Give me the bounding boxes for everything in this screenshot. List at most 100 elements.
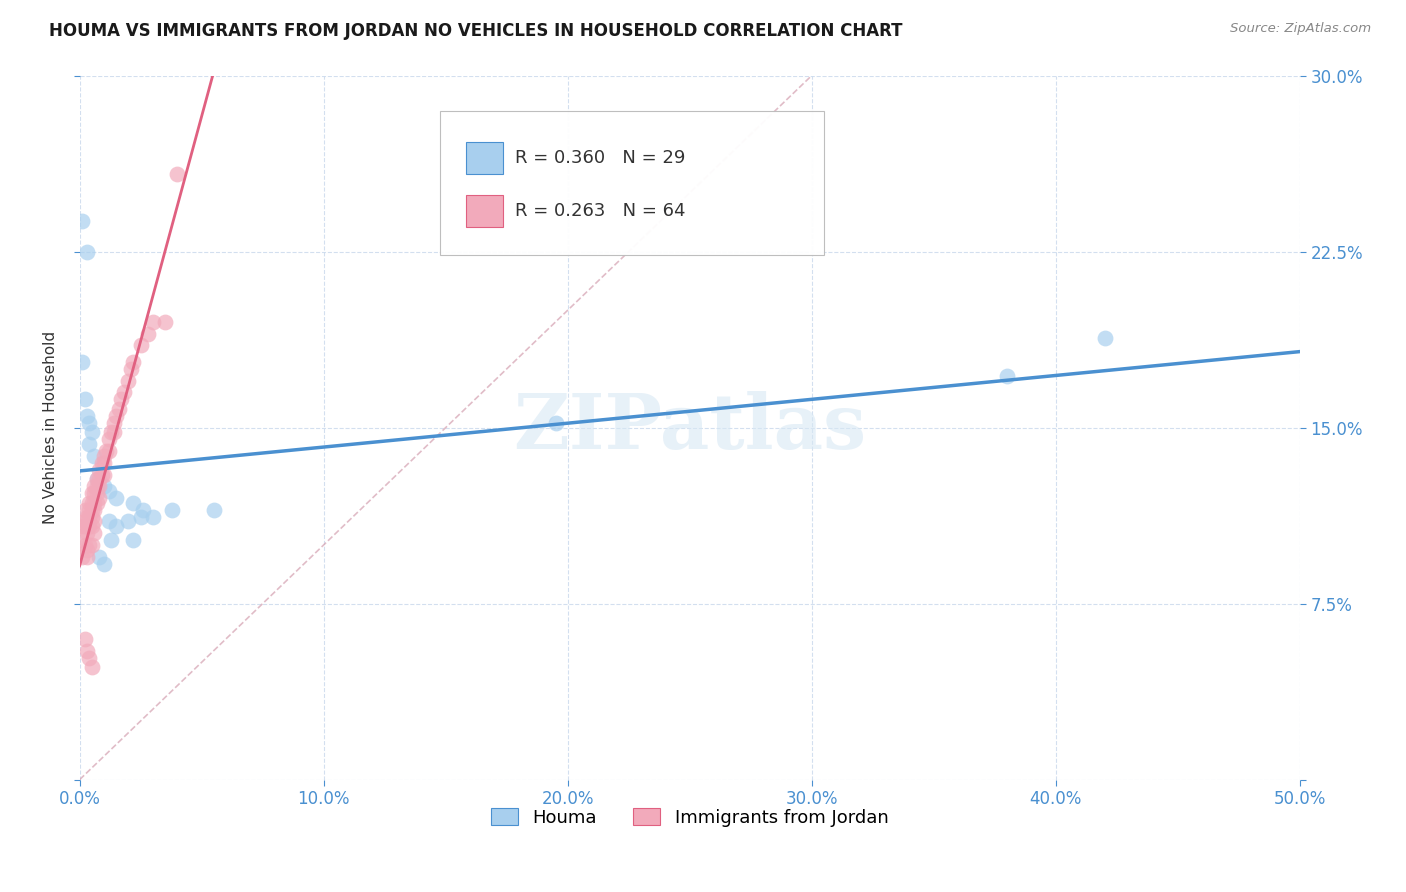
Point	[995, 368, 1018, 383]
Point	[73, 502, 96, 516]
Point	[83, 486, 105, 500]
FancyBboxPatch shape	[440, 111, 824, 255]
Point	[129, 509, 152, 524]
Point	[122, 355, 145, 369]
Point	[80, 486, 103, 500]
Point	[142, 509, 165, 524]
Point	[86, 472, 108, 486]
Point	[162, 502, 184, 516]
Text: HOUMA VS IMMIGRANTS FROM JORDAN NO VEHICLES IN HOUSEHOLD CORRELATION CHART: HOUMA VS IMMIGRANTS FROM JORDAN NO VEHIC…	[49, 22, 903, 40]
Point	[73, 392, 96, 407]
Point	[76, 244, 98, 259]
Point	[83, 526, 105, 541]
Text: Source: ZipAtlas.com: Source: ZipAtlas.com	[1230, 22, 1371, 36]
Point	[122, 533, 145, 548]
Point	[103, 425, 125, 440]
Point	[76, 643, 98, 657]
Point	[73, 632, 96, 646]
Point	[83, 515, 105, 529]
Point	[80, 425, 103, 440]
Point	[129, 338, 152, 352]
Point	[73, 538, 96, 552]
Point	[97, 432, 120, 446]
Point	[86, 479, 108, 493]
Point	[1094, 331, 1116, 345]
Point	[83, 502, 105, 516]
Point	[80, 502, 103, 516]
Point	[202, 502, 225, 516]
Point	[70, 214, 93, 228]
Point	[93, 456, 115, 470]
Point	[100, 425, 122, 440]
Point	[89, 479, 111, 493]
Point	[80, 509, 103, 524]
Point	[76, 542, 98, 557]
Y-axis label: No Vehicles in Household: No Vehicles in Household	[44, 331, 58, 524]
Point	[79, 538, 101, 552]
Point	[100, 533, 122, 548]
Point	[76, 519, 98, 533]
Point	[79, 416, 101, 430]
Point	[86, 496, 108, 510]
Point	[89, 491, 111, 505]
Point	[132, 502, 155, 516]
Point	[544, 416, 567, 430]
Point	[79, 437, 101, 451]
Point	[83, 496, 105, 510]
Point	[70, 549, 93, 564]
Point	[97, 444, 120, 458]
Point	[105, 409, 128, 423]
Point	[110, 392, 132, 407]
Point	[97, 515, 120, 529]
Point	[86, 486, 108, 500]
Text: R = 0.263   N = 64: R = 0.263 N = 64	[515, 202, 686, 219]
Point	[117, 374, 139, 388]
Point	[79, 502, 101, 516]
Point	[90, 467, 112, 482]
Point	[76, 549, 98, 564]
Point	[90, 456, 112, 470]
Point	[89, 463, 111, 477]
Point	[79, 509, 101, 524]
Point	[80, 660, 103, 674]
Point	[73, 515, 96, 529]
Point	[79, 650, 101, 665]
Point	[107, 401, 129, 416]
Point	[120, 362, 142, 376]
Point	[76, 509, 98, 524]
Point	[105, 491, 128, 505]
Point	[93, 479, 115, 493]
Point	[76, 409, 98, 423]
Point	[79, 496, 101, 510]
Point	[86, 472, 108, 486]
Point	[70, 355, 93, 369]
Point	[70, 533, 93, 548]
Point	[80, 496, 103, 510]
Point	[105, 519, 128, 533]
Point	[112, 385, 135, 400]
Text: ZIPatlas: ZIPatlas	[513, 391, 866, 465]
Point	[83, 479, 105, 493]
Point	[83, 449, 105, 463]
Point	[122, 496, 145, 510]
Point	[76, 526, 98, 541]
Point	[89, 472, 111, 486]
Point	[153, 315, 176, 329]
Point	[89, 549, 111, 564]
Point	[117, 515, 139, 529]
Bar	[467, 143, 503, 174]
Point	[136, 326, 159, 341]
Legend: Houma, Immigrants from Jordan: Houma, Immigrants from Jordan	[484, 801, 896, 834]
Point	[93, 557, 115, 571]
Point	[166, 167, 188, 181]
Point	[79, 519, 101, 533]
Point	[96, 444, 118, 458]
Point	[80, 538, 103, 552]
Point	[97, 483, 120, 498]
Point	[103, 416, 125, 430]
Point	[70, 519, 93, 533]
Point	[80, 519, 103, 533]
Text: R = 0.360   N = 29: R = 0.360 N = 29	[515, 149, 686, 167]
Point	[73, 519, 96, 533]
Bar	[467, 195, 503, 227]
